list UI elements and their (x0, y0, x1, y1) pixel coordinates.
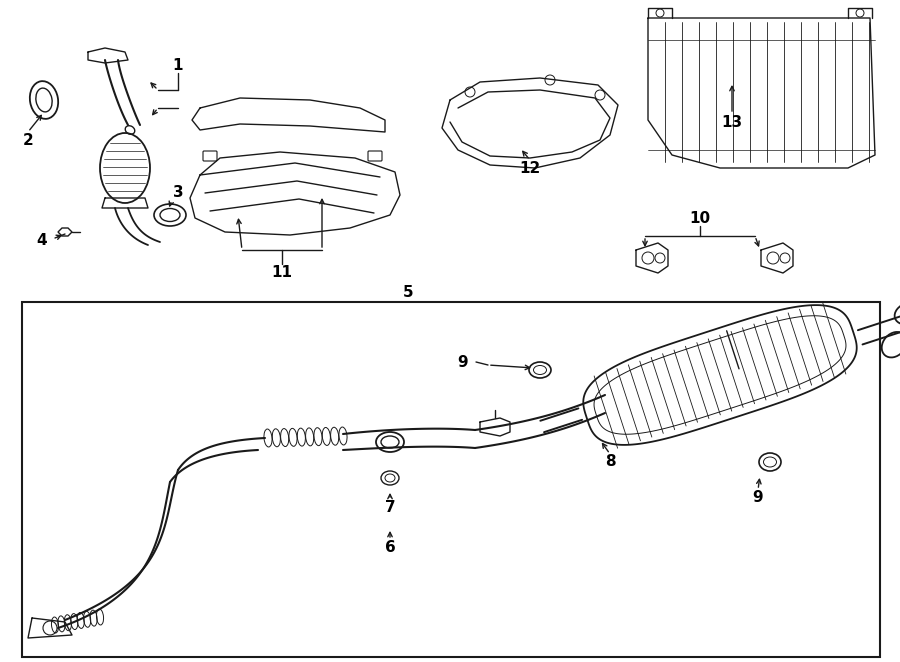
Text: 13: 13 (722, 115, 742, 130)
Text: 1: 1 (173, 58, 184, 73)
Text: 5: 5 (402, 285, 413, 299)
Bar (22, 302, 880, 657)
Text: 9: 9 (752, 491, 763, 506)
Text: 11: 11 (272, 265, 292, 279)
Text: 7: 7 (384, 500, 395, 516)
Text: 6: 6 (384, 540, 395, 555)
Text: 10: 10 (689, 211, 711, 226)
Text: 2: 2 (22, 132, 33, 148)
Text: 12: 12 (519, 160, 541, 175)
Text: 9: 9 (458, 354, 468, 369)
Text: 8: 8 (605, 455, 616, 469)
Text: 3: 3 (173, 185, 184, 199)
Text: 4: 4 (37, 232, 48, 248)
